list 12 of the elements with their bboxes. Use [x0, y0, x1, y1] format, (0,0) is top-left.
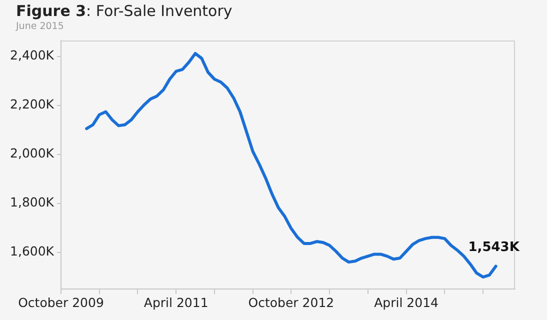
x-tick-label: October 2009 [18, 294, 104, 310]
x-tick-label: April 2011 [144, 294, 208, 310]
y-tick-label: 1,800K [10, 194, 55, 210]
y-tick-label: 2,200K [10, 96, 55, 112]
x-tick-label: April 2014 [374, 294, 439, 310]
chart-title: Figure 3: For-Sale Inventory [16, 2, 232, 20]
y-tick-label: 1,600K [10, 244, 55, 259]
annotation: 1,543K [468, 240, 520, 256]
y-tick-label: 2,000K [10, 146, 55, 161]
y-tick-label: 2,400K [10, 48, 55, 63]
x-tick-label: October 2012 [248, 294, 334, 310]
chart-subtitle: June 2015 [16, 21, 64, 32]
